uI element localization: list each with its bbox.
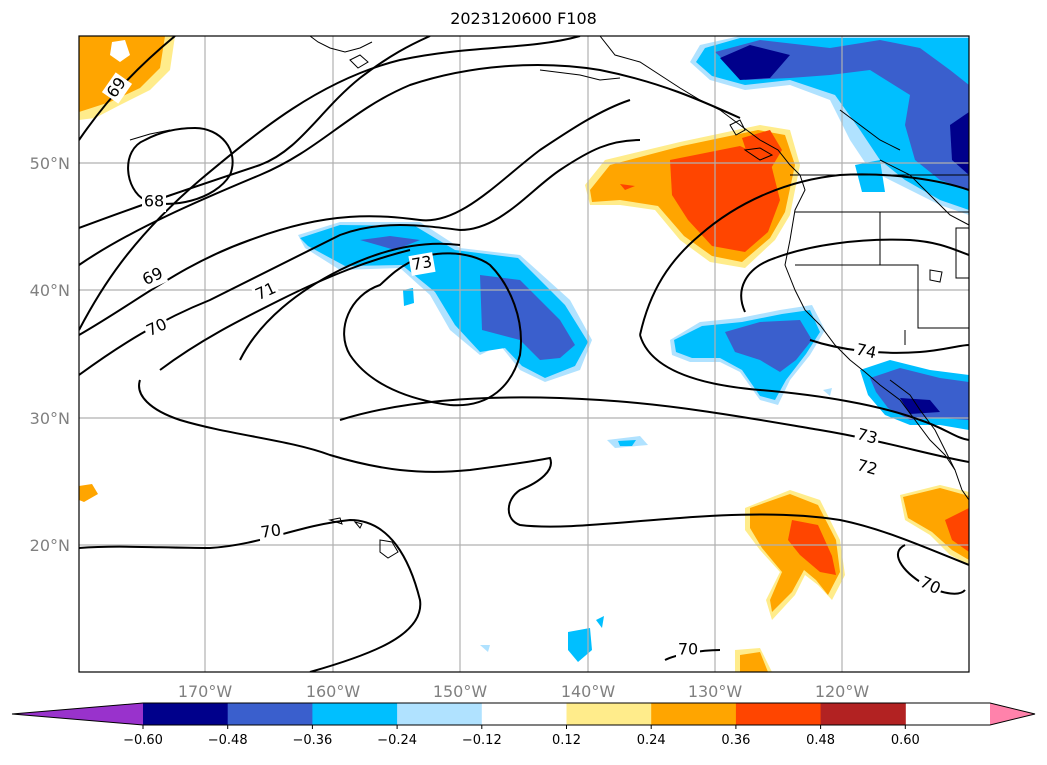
colorbar-tick-label: 0.12 — [552, 733, 581, 748]
lon-label: 170°W — [178, 682, 233, 701]
colorbar-tick-label: −0.60 — [123, 733, 163, 748]
map-frame — [78, 35, 970, 673]
colorbar-swatch — [566, 703, 652, 725]
contour-label: 68 — [144, 192, 164, 211]
contour-labels: 69 68 69 70 71 73 74 73 72 70 70 70 — [101, 72, 946, 660]
colorbar-swatch — [397, 703, 483, 725]
colorbar-tick-label: 0.24 — [637, 733, 666, 748]
lon-label: 150°W — [433, 682, 488, 701]
contour-label: 74 — [854, 340, 878, 363]
coastlines — [129, 36, 969, 559]
contour-label: 70 — [678, 640, 698, 659]
colorbar-tick-label: 0.60 — [891, 733, 920, 748]
map-plot-area: 69 68 69 70 71 73 74 73 72 70 70 70 — [79, 36, 969, 672]
contour-label: 70 — [259, 520, 282, 542]
colorbar-extend-high — [990, 703, 1035, 725]
lat-label: 50°N — [30, 154, 70, 173]
lon-label: 130°W — [688, 682, 743, 701]
colorbar-extend-low — [12, 703, 143, 725]
lon-label: 120°W — [815, 682, 870, 701]
colorbar-swatch — [312, 703, 398, 725]
lon-label: 140°W — [561, 682, 616, 701]
colorbar-swatch — [481, 703, 567, 725]
colorbar-tick-label: 0.36 — [721, 733, 750, 748]
geopotential-contours — [79, 36, 969, 672]
colorbar-tick-label: −0.48 — [208, 733, 248, 748]
colorbar-tick-label: −0.12 — [462, 733, 502, 748]
lat-label: 20°N — [30, 536, 70, 555]
longitude-labels: 170°W 160°W 150°W 140°W 130°W 120°W — [178, 682, 870, 701]
colorbar-tick-label: −0.24 — [377, 733, 417, 748]
colorbar-swatch — [227, 703, 313, 725]
map-title: 2023120600 F108 — [450, 9, 597, 28]
colorbar-swatch — [143, 703, 229, 725]
colorbar: −0.60 −0.48 −0.36 −0.24 −0.12 0.12 0.24 0.36 0.4… — [11, 702, 1036, 748]
lat-label: 40°N — [30, 281, 70, 300]
latitude-labels: 50°N 40°N 30°N 20°N — [30, 154, 70, 555]
colorbar-tick-label: −0.36 — [292, 733, 332, 748]
contour-label: 73 — [855, 424, 880, 448]
lon-label: 160°W — [306, 682, 361, 701]
colorbar-swatch — [651, 703, 737, 725]
colorbar-tick-label: 0.48 — [806, 733, 835, 748]
colorbar-swatch — [735, 703, 822, 725]
contour-label: 72 — [855, 455, 880, 479]
colorbar-swatch — [820, 703, 906, 725]
lat-label: 30°N — [30, 409, 70, 428]
contour-label: 73 — [410, 252, 433, 274]
